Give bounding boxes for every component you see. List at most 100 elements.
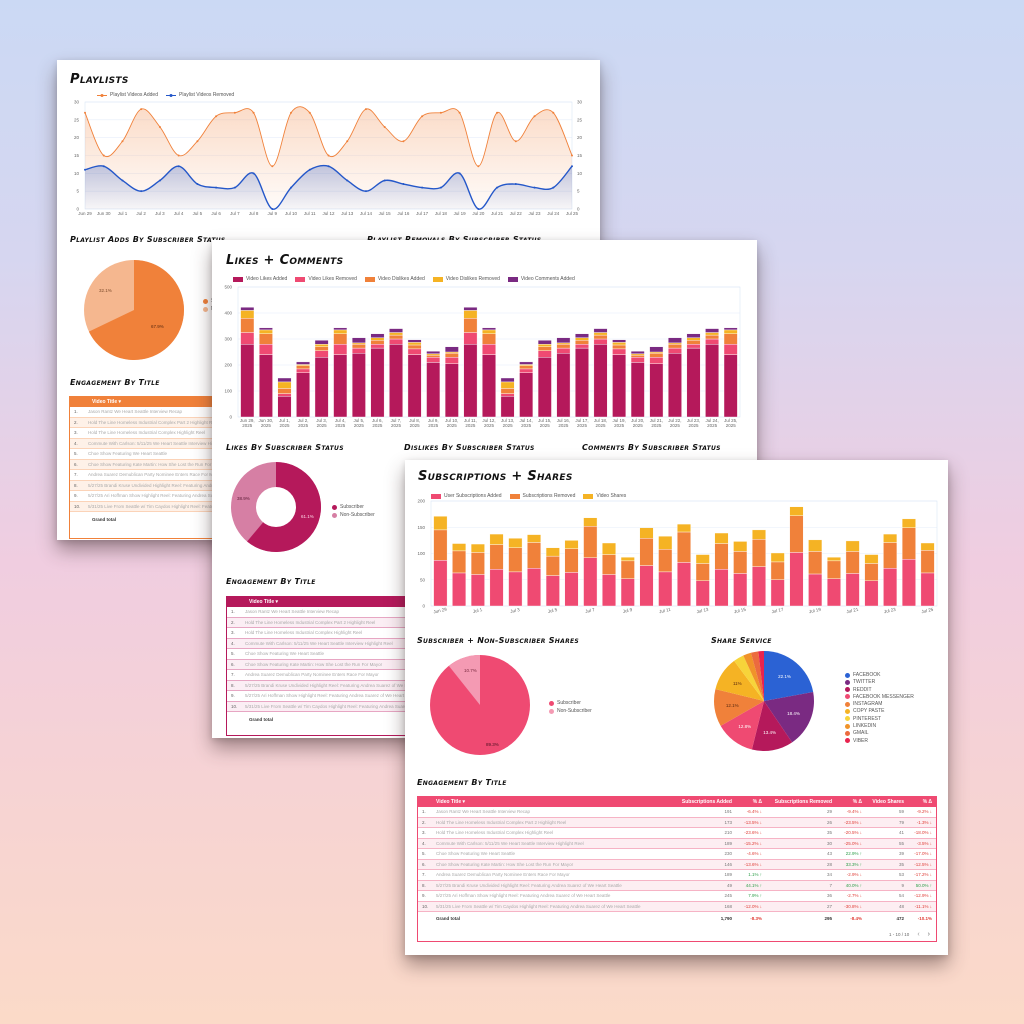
svg-text:2025: 2025 xyxy=(261,423,272,428)
legend-item[interactable]: VIBER xyxy=(845,738,914,744)
svg-text:Jul 3: Jul 3 xyxy=(510,607,521,614)
legend-swatch-icon xyxy=(295,276,306,282)
video-title: 5/27/25 Ari Hoffman Show Highlight Reel:… xyxy=(245,693,420,699)
table-row[interactable]: 7. Andrea Suarez Demublican Party Nominee… xyxy=(418,870,936,881)
column-header[interactable]: % Δ xyxy=(922,799,932,805)
svg-text:2025: 2025 xyxy=(391,423,402,428)
legend-label: Subscriber xyxy=(340,504,364,510)
total-subs-added-pct: -8.3% xyxy=(750,915,762,921)
column-header[interactable]: % Δ xyxy=(752,799,762,805)
legend-item[interactable]: Video Dislikes Removed xyxy=(432,276,500,282)
legend-item[interactable]: Subscriptions Removed xyxy=(509,493,575,499)
table-row[interactable]: 6. Choe Show Featuring Kate Martin: How S… xyxy=(418,859,936,870)
legend-item[interactable]: Video Shares xyxy=(583,493,626,499)
column-header[interactable]: Subscriptions Removed xyxy=(774,799,832,805)
legend-dot-icon xyxy=(845,738,850,744)
svg-text:Jul 16: Jul 16 xyxy=(397,211,410,216)
svg-text:Jul 18,: Jul 18, xyxy=(594,418,607,423)
legend-label: FACEBOOK MESSENGER xyxy=(853,693,914,700)
legend-item[interactable]: REDDIT xyxy=(845,687,914,693)
legend-dot-icon xyxy=(845,716,850,722)
section-title: Engagement By Title xyxy=(226,577,316,586)
playlists-line-chart: 0 0 5 5 10 10 15 15 20 20 25 25 30 30 Jun 29 Jun 30 Jul … xyxy=(74,100,583,217)
legend-item[interactable]: COPY PASTE xyxy=(845,708,914,714)
video-title-column-header[interactable]: Video Title ▾ xyxy=(249,599,278,605)
table-row[interactable]: 4. Commute With Carlson: 5/11/25 We Heart… xyxy=(418,838,936,849)
legend-item[interactable]: LINKEDIN xyxy=(845,723,914,729)
table-row[interactable]: 8. 5/27/25 Brandi Kruse Undivided Highlig… xyxy=(418,880,936,891)
page-title: Playlists xyxy=(70,72,129,87)
section-title: Dislikes By Subscriber Status xyxy=(404,443,535,452)
legend-item[interactable]: PINTEREST xyxy=(845,716,914,722)
video-title: 5/31/25 Live From Seattle w/ Tim Caydos … xyxy=(436,903,641,909)
table-row[interactable]: 10. 5/31/25 Live From Seattle w/ Tim Cayd… xyxy=(418,901,936,912)
legend-item[interactable]: FACEBOOK MESSENGER xyxy=(845,694,914,700)
table-row[interactable]: 3. Hold The Line Homeless Industrial Comp… xyxy=(418,828,936,839)
video-shares: 53 xyxy=(898,872,904,878)
svg-text:2025: 2025 xyxy=(540,423,551,428)
row-number: 8. xyxy=(422,882,426,888)
legend-label: VIBER xyxy=(853,737,869,744)
video-shares-pct: -12.9% ↓ xyxy=(914,893,932,899)
svg-text:2025: 2025 xyxy=(596,423,607,428)
section-title: Playlist Removals By Subscriber Status xyxy=(367,235,541,244)
subs-removed: 43 xyxy=(826,851,832,857)
svg-text:2025: 2025 xyxy=(372,423,383,428)
video-title: Choe Show Featuring Kate Martin: How She… xyxy=(436,861,574,867)
row-number: 5. xyxy=(74,451,78,457)
video-title: 5/27/25 Brandi Kruse Undivided Highlight… xyxy=(245,682,431,688)
subs-added: 168 xyxy=(724,903,732,909)
svg-text:Jul 10,: Jul 10, xyxy=(445,418,458,423)
table-row[interactable]: 2. Hold The Line Homeless Industrial Comp… xyxy=(418,817,936,828)
svg-text:Jul 12,: Jul 12, xyxy=(482,418,495,423)
subs-added-pct: -23.6% ↓ xyxy=(744,830,762,836)
table-row[interactable]: 1. Jason Rantz We Heart Seattle Interview… xyxy=(418,807,936,818)
legend-label: Video Dislikes Added xyxy=(377,276,425,282)
svg-text:Jul 17,: Jul 17, xyxy=(575,418,588,423)
svg-text:30: 30 xyxy=(74,100,80,105)
legend-item[interactable]: User Subscriptions Added xyxy=(431,493,502,499)
svg-text:Jul 7,: Jul 7, xyxy=(391,418,402,423)
row-number: 2. xyxy=(422,819,426,825)
svg-text:Jul 10: Jul 10 xyxy=(285,211,298,216)
svg-text:Jul 11: Jul 11 xyxy=(659,607,672,614)
row-number: 10. xyxy=(422,903,429,909)
column-header[interactable]: Subscriptions Added xyxy=(681,799,732,805)
subs-removed: 7 xyxy=(829,882,832,888)
legend-item[interactable]: TWITTER xyxy=(845,679,914,685)
video-title-column-header[interactable]: Video Title ▾ xyxy=(92,399,121,405)
svg-text:2025: 2025 xyxy=(298,423,309,428)
svg-text:100: 100 xyxy=(417,551,425,556)
legend-item[interactable]: INSTAGRAM xyxy=(845,701,914,707)
video-title: 5/27/25 Ari Hoffman Show Highlight Reel:… xyxy=(88,493,263,499)
legend-item[interactable]: Video Comments Added xyxy=(507,276,575,282)
svg-text:2025: 2025 xyxy=(707,423,718,428)
legend-item[interactable]: Video Likes Removed xyxy=(295,276,357,282)
column-header[interactable]: Video Shares xyxy=(872,799,904,805)
table-row[interactable]: 9. 5/27/25 Ari Hoffman Show Highlight Ree… xyxy=(418,891,936,902)
legend-dot-icon xyxy=(845,730,850,736)
legend-item[interactable]: FACEBOOK xyxy=(845,672,914,678)
legend-item[interactable]: Video Likes Added xyxy=(233,276,287,282)
legend-label: INSTAGRAM xyxy=(853,701,883,708)
legend-swatch-icon xyxy=(364,276,375,282)
svg-text:2025: 2025 xyxy=(670,423,681,428)
video-shares-pct: 50.0% ↑ xyxy=(915,882,932,888)
svg-text:Jul 15,: Jul 15, xyxy=(538,418,551,423)
row-number: 4. xyxy=(422,840,426,846)
svg-text:Jul 19: Jul 19 xyxy=(454,211,467,216)
column-header[interactable]: % Δ xyxy=(852,799,862,805)
svg-text:30: 30 xyxy=(577,100,583,105)
table-row[interactable]: 5. Choe Show Featuring We Heart Seattle 23… xyxy=(418,849,936,860)
subs-added: 230 xyxy=(724,851,732,857)
next-page-button[interactable]: › xyxy=(927,931,930,938)
video-shares: 79 xyxy=(898,819,904,825)
subs-removed: 28 xyxy=(826,861,832,867)
row-number: 2. xyxy=(231,619,235,625)
svg-text:2025: 2025 xyxy=(726,423,737,428)
legend-item[interactable]: GMAIL xyxy=(845,730,914,736)
svg-text:2025: 2025 xyxy=(558,423,569,428)
prev-page-button[interactable]: ‹ xyxy=(917,931,920,938)
legend-item[interactable]: Video Dislikes Added xyxy=(364,276,425,282)
video-title-column-header[interactable]: Video Title ▾ xyxy=(436,799,465,805)
